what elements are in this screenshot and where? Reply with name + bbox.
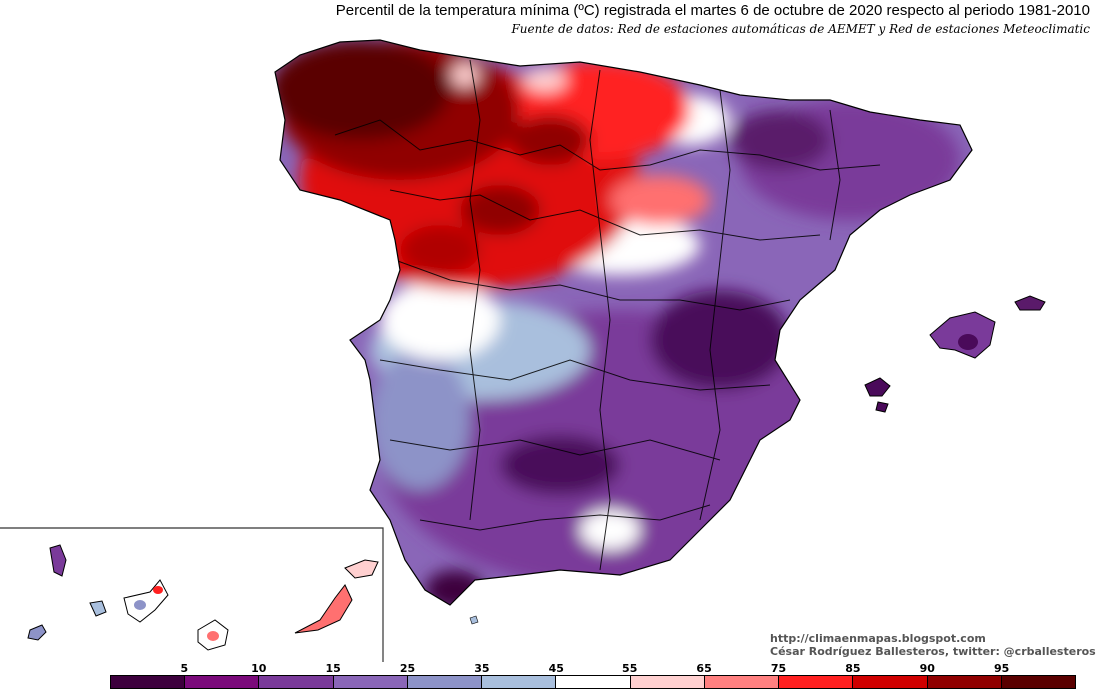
canary-islands-inset bbox=[0, 527, 384, 662]
legend-swatch bbox=[333, 676, 408, 688]
blog-url: http://climaenmapas.blogspot.com bbox=[770, 632, 986, 645]
legend-swatch bbox=[482, 676, 557, 688]
legend-label: 10 bbox=[251, 662, 267, 675]
legend-swatch bbox=[111, 676, 186, 688]
legend-label: 15 bbox=[325, 662, 341, 675]
legend-swatch bbox=[185, 676, 260, 688]
balearic-islands bbox=[864, 295, 1046, 413]
peninsula-field bbox=[274, 39, 973, 606]
legend-swatch bbox=[779, 676, 854, 688]
legend-label: 5 bbox=[180, 662, 189, 675]
map-subtitle: Fuente de datos: Red de estaciones autom… bbox=[511, 22, 1090, 36]
legend-swatch bbox=[630, 676, 705, 688]
ceuta-shape bbox=[469, 615, 479, 625]
legend-label: 90 bbox=[919, 662, 935, 675]
legend-label: 25 bbox=[399, 662, 416, 675]
legend-swatch bbox=[1001, 676, 1076, 688]
author-credit: César Rodríguez Ballesteros, twitter: @c… bbox=[770, 645, 1096, 658]
legend-label: 75 bbox=[770, 662, 787, 675]
legend-swatch bbox=[407, 676, 483, 688]
legend-label: 35 bbox=[474, 662, 490, 675]
legend-swatch bbox=[927, 676, 1002, 688]
legend-swatch bbox=[704, 676, 780, 688]
legend-label: 85 bbox=[845, 662, 861, 675]
legend-label: 95 bbox=[993, 662, 1010, 675]
legend-swatch bbox=[853, 676, 928, 688]
map-title: Percentil de la temperatura mínima (ºC) … bbox=[335, 2, 1090, 19]
legend-label: 45 bbox=[548, 662, 564, 675]
legend-swatch bbox=[556, 676, 631, 688]
legend-labels: 5 10 15 25 35 45 55 65 75 85 90 95 bbox=[110, 662, 1076, 676]
legend-label: 65 bbox=[696, 662, 712, 675]
legend-swatch bbox=[259, 676, 334, 688]
legend-color-bar bbox=[110, 675, 1076, 689]
legend-label: 55 bbox=[622, 662, 638, 675]
